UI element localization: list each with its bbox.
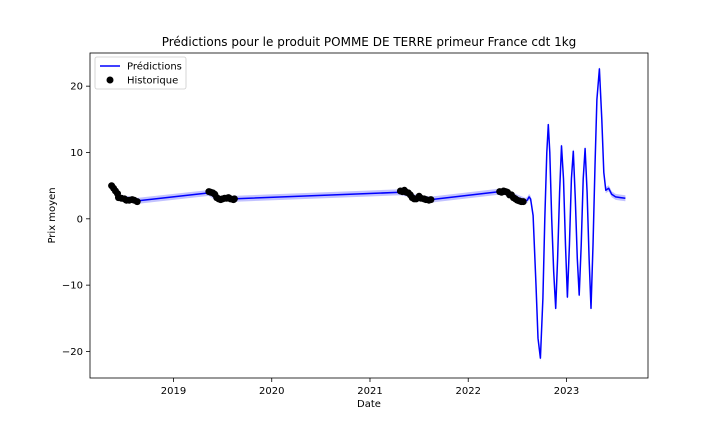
x-tick-label: 2021 (357, 386, 382, 397)
legend-point-swatch (106, 76, 114, 84)
prediction-line (111, 68, 626, 359)
legend: Prédictions Historique (94, 56, 187, 90)
x-axis: 2019 2020 2021 2022 2023 (161, 378, 579, 397)
x-tick-label: 2019 (161, 386, 186, 397)
x-axis-label: Date (357, 399, 381, 410)
y-tick-label: 20 (70, 82, 83, 93)
history-point (133, 198, 141, 206)
plot-area (108, 65, 626, 362)
chart-title: Prédictions pour le produit POMME DE TER… (162, 35, 577, 49)
legend-box (94, 56, 187, 90)
x-tick-label: 2020 (259, 386, 284, 397)
history-point (230, 195, 238, 203)
history-points-layer (108, 182, 527, 206)
history-point (519, 198, 527, 206)
y-tick-label: −20 (62, 347, 83, 358)
prediction-band-layer (111, 65, 626, 362)
plot-frame (89, 52, 649, 379)
y-tick-label: 10 (70, 148, 83, 159)
y-tick-label: 0 (77, 214, 83, 225)
y-axis-label: Prix moyen (47, 187, 58, 243)
legend-label-predictions: Prédictions (127, 61, 182, 73)
prediction-line-layer (111, 68, 626, 359)
y-tick-label: −10 (62, 281, 83, 292)
history-point (427, 196, 435, 204)
y-axis: −20 −10 0 10 20 (62, 82, 90, 358)
prediction-interval-band (111, 65, 626, 362)
legend-label-history: Historique (127, 76, 178, 87)
x-tick-label: 2022 (455, 386, 480, 397)
x-tick-label: 2023 (554, 386, 579, 397)
